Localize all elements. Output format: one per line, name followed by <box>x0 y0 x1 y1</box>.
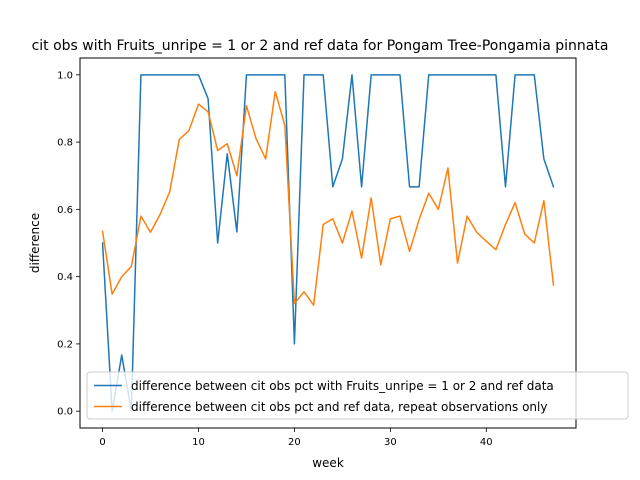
series-line-2 <box>101 90 555 306</box>
x-axis-label: week <box>312 456 344 470</box>
y-axis-label: difference <box>28 213 42 273</box>
series-line-1 <box>101 74 555 412</box>
y-tick-label: 1.0 <box>57 70 73 81</box>
x-tick-label: 30 <box>384 437 397 448</box>
y-tick-label: 0.6 <box>57 205 73 216</box>
legend-label-series-1: difference between cit obs pct with Frui… <box>131 379 554 393</box>
plot-area <box>101 74 555 412</box>
x-tick-label: 20 <box>288 437 301 448</box>
x-tick-label: 40 <box>480 437 493 448</box>
chart-title: cit obs with Fruits_unripe = 1 or 2 and … <box>32 38 609 54</box>
y-axis: 0.0 0.2 0.4 0.6 0.8 1.0 <box>57 70 80 418</box>
x-axis: 0 10 20 30 40 <box>99 428 493 448</box>
y-tick-label: 0.0 <box>57 407 73 418</box>
legend-label-series-2: difference between cit obs pct and ref d… <box>131 400 547 414</box>
x-tick-label: 10 <box>192 437 205 448</box>
legend-box <box>86 371 629 420</box>
y-tick-label: 0.8 <box>57 138 73 149</box>
legend: difference between cit obs pct with Frui… <box>86 371 629 420</box>
y-tick-label: 0.2 <box>57 339 73 350</box>
plot-frame <box>79 57 577 429</box>
x-tick-label: 0 <box>99 437 105 448</box>
y-tick-label: 0.4 <box>57 272 73 283</box>
